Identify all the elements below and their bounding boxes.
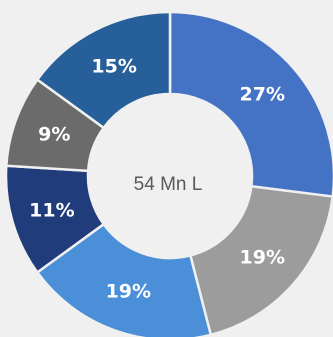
slice-labels: 27% 19% 19% 11% 9% 15%	[29, 55, 285, 302]
slice-percent-label: 27%	[240, 84, 285, 106]
slice-percent-label: 15%	[91, 55, 136, 77]
donut-slice	[168, 10, 333, 198]
donut-slices	[4, 10, 333, 337]
donut-slice	[35, 222, 213, 337]
slice-percent-label: 19%	[106, 281, 151, 303]
slice-percent-label: 11%	[29, 199, 74, 221]
donut-slice	[35, 10, 172, 130]
center-total-label: 54 Mn L	[134, 174, 203, 195]
donut-slice	[188, 184, 333, 337]
slice-percent-label: 19%	[240, 246, 285, 268]
slice-percent-label: 9%	[38, 123, 70, 145]
